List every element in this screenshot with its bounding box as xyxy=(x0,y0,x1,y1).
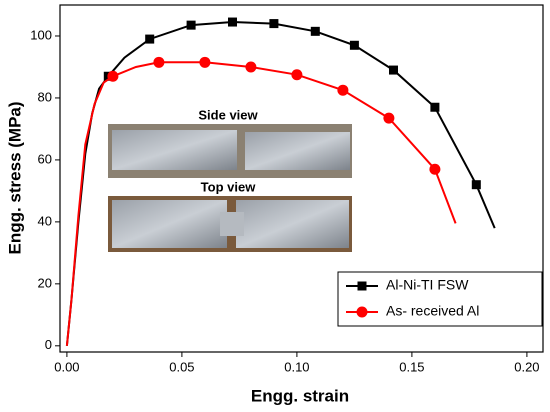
y-tick-label: 0 xyxy=(45,337,52,352)
marker xyxy=(107,70,119,82)
legend-marker xyxy=(357,281,367,291)
legend-label: Al-Ni-TI FSW xyxy=(386,277,469,293)
marker xyxy=(199,56,211,68)
plot-frame xyxy=(59,4,544,353)
y-tick-label: 100 xyxy=(30,27,52,42)
marker xyxy=(430,102,440,112)
marker xyxy=(337,84,349,96)
y-tick-label: 80 xyxy=(38,89,52,104)
marker xyxy=(291,69,303,81)
marker xyxy=(153,56,165,68)
marker xyxy=(310,26,320,36)
marker xyxy=(186,20,196,30)
x-tick-label: 0.10 xyxy=(284,359,309,374)
inset-photo xyxy=(107,104,353,252)
legend-marker xyxy=(356,306,368,318)
y-tick-label: 40 xyxy=(38,213,52,228)
marker xyxy=(228,17,237,27)
legend-label: As- received Al xyxy=(386,303,479,319)
legend-box xyxy=(337,271,543,327)
inset-label: Side view xyxy=(198,107,258,122)
marker xyxy=(389,65,398,75)
inset-label: Top view xyxy=(201,179,257,194)
marker xyxy=(145,34,155,44)
marker xyxy=(429,163,441,175)
x-tick-label: 0.00 xyxy=(54,359,79,374)
x-axis-label: Engg. strain xyxy=(251,386,349,405)
x-tick-label: 0.20 xyxy=(514,359,539,374)
marker xyxy=(245,61,257,73)
y-axis-label: Engg. stress (MPa) xyxy=(5,101,24,254)
marker xyxy=(383,112,395,124)
x-tick-label: 0.15 xyxy=(399,359,424,374)
marker xyxy=(349,40,359,50)
marker xyxy=(471,180,481,190)
y-tick-label: 60 xyxy=(38,151,52,166)
y-tick-label: 20 xyxy=(38,275,52,290)
marker xyxy=(269,19,279,29)
series-line xyxy=(65,61,457,346)
x-tick-label: 0.05 xyxy=(169,359,194,374)
